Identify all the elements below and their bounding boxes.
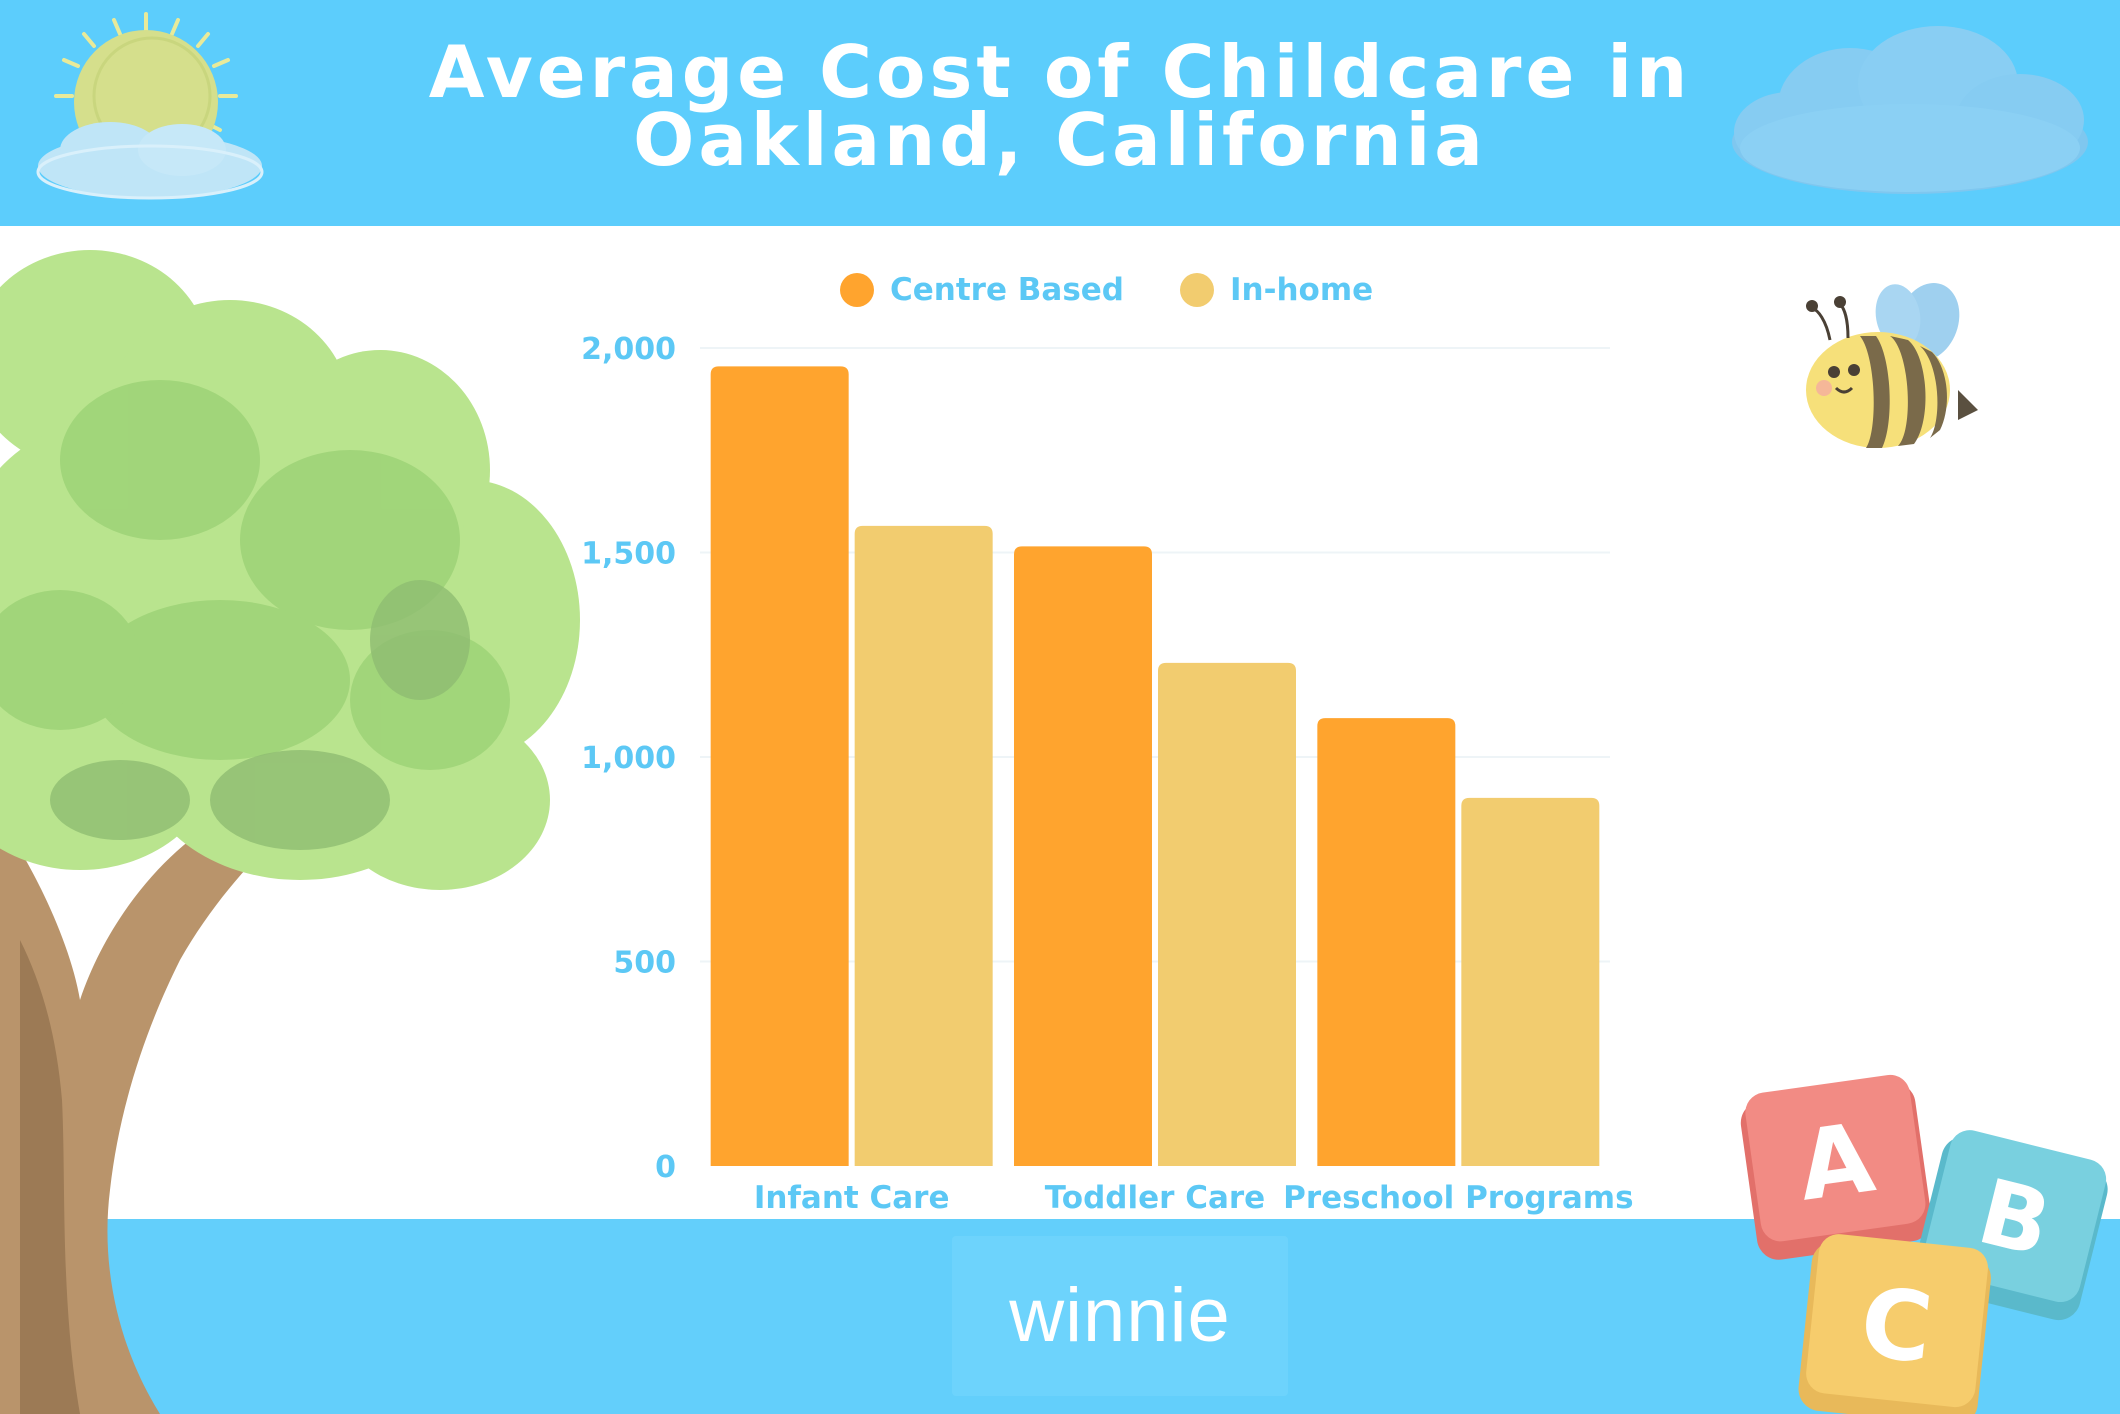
block-c-letter: C <box>1856 1266 1938 1385</box>
legend-item-centre-based: Centre Based <box>840 272 1124 308</box>
tree-illustration <box>0 250 580 1414</box>
bar-in-home <box>1158 662 1296 1166</box>
brand-logo: winnie <box>952 1236 1288 1396</box>
legend-swatch-centre-based <box>840 273 874 307</box>
legend-label-centre-based: Centre Based <box>890 272 1124 308</box>
bar-centre-based <box>1014 546 1152 1166</box>
header-banner: Average Cost of Childcare in Oakland, Ca… <box>0 0 2120 226</box>
bar-centre-based <box>710 366 849 1166</box>
title-line-2: Oakland, California <box>633 98 1487 182</box>
sun-icon <box>36 12 264 200</box>
bee-icon <box>1806 283 1978 448</box>
legend-swatch-in-home <box>1179 273 1214 307</box>
y-tick-label: 1,500 <box>581 537 676 572</box>
y-tick-label: 500 <box>613 946 676 981</box>
y-tick-label: 0 <box>655 1150 676 1185</box>
y-tick-label: 1,000 <box>581 741 676 776</box>
block-a-letter: A <box>1791 1101 1880 1222</box>
brand-logo-text: winnie <box>1009 1273 1231 1358</box>
x-category-label: Preschool Programs <box>1283 1180 1633 1216</box>
title-line-1: Average Cost of Childcare in <box>428 30 1692 114</box>
chart-legend: Centre Based In-home <box>840 268 1373 312</box>
y-tick-label: 2,000 <box>581 332 676 367</box>
x-category-label: Toddler Care <box>1045 1180 1265 1216</box>
page-title: Average Cost of Childcare in Oakland, Ca… <box>0 30 2120 182</box>
bar-in-home <box>854 525 993 1166</box>
cloud-icon <box>1732 26 2088 194</box>
bar-in-home <box>1461 797 1600 1166</box>
x-category-label: Infant Care <box>754 1180 950 1216</box>
legend-label-in-home: In-home <box>1229 272 1374 308</box>
legend-item-in-home: In-home <box>1179 272 1374 308</box>
bar-centre-based <box>1317 718 1456 1166</box>
abc-blocks-illustration: A B C <box>1740 1074 2108 1414</box>
